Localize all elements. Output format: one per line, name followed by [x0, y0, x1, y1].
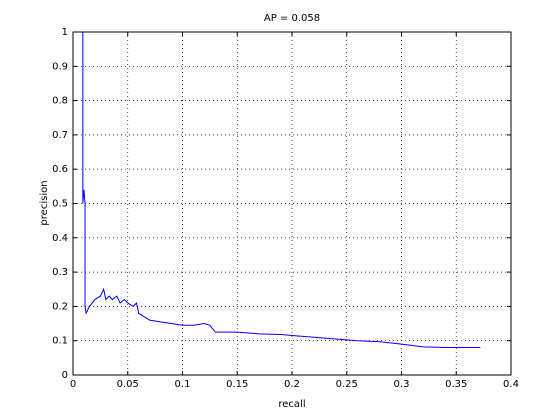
x-tick-label: 0.3: [394, 379, 410, 390]
x-tick-label: 0.35: [445, 379, 467, 390]
x-tick-label: 0: [70, 379, 76, 390]
y-tick-label: 0.1: [52, 336, 68, 347]
y-tick-label: 0.4: [52, 233, 68, 244]
y-tick-label: 0.3: [52, 267, 68, 278]
y-tick-label: 0.9: [52, 61, 68, 72]
chart-title: AP = 0.058: [264, 13, 320, 24]
y-axis-label: precision: [39, 180, 50, 225]
y-tick-label: 0: [62, 370, 68, 381]
pr-curve: [82, 32, 481, 349]
x-tick-label: 0.15: [226, 379, 248, 390]
y-tick-label: 0.5: [52, 199, 68, 210]
y-tick-label: 0.7: [52, 130, 68, 141]
plot-frame: [72, 31, 512, 376]
x-tick-label: 0.25: [336, 379, 358, 390]
x-tick-label: 0.4: [503, 379, 519, 390]
x-tick-label: 0.1: [175, 379, 191, 390]
x-axis-label: recall: [278, 399, 305, 410]
y-tick-label: 1: [62, 27, 68, 38]
y-tick-label: 0.2: [52, 301, 68, 312]
y-tick-label: 0.8: [52, 96, 68, 107]
x-tick-label: 0.05: [117, 379, 139, 390]
x-tick-label: 0.2: [284, 379, 300, 390]
y-tick-label: 0.6: [52, 164, 68, 175]
